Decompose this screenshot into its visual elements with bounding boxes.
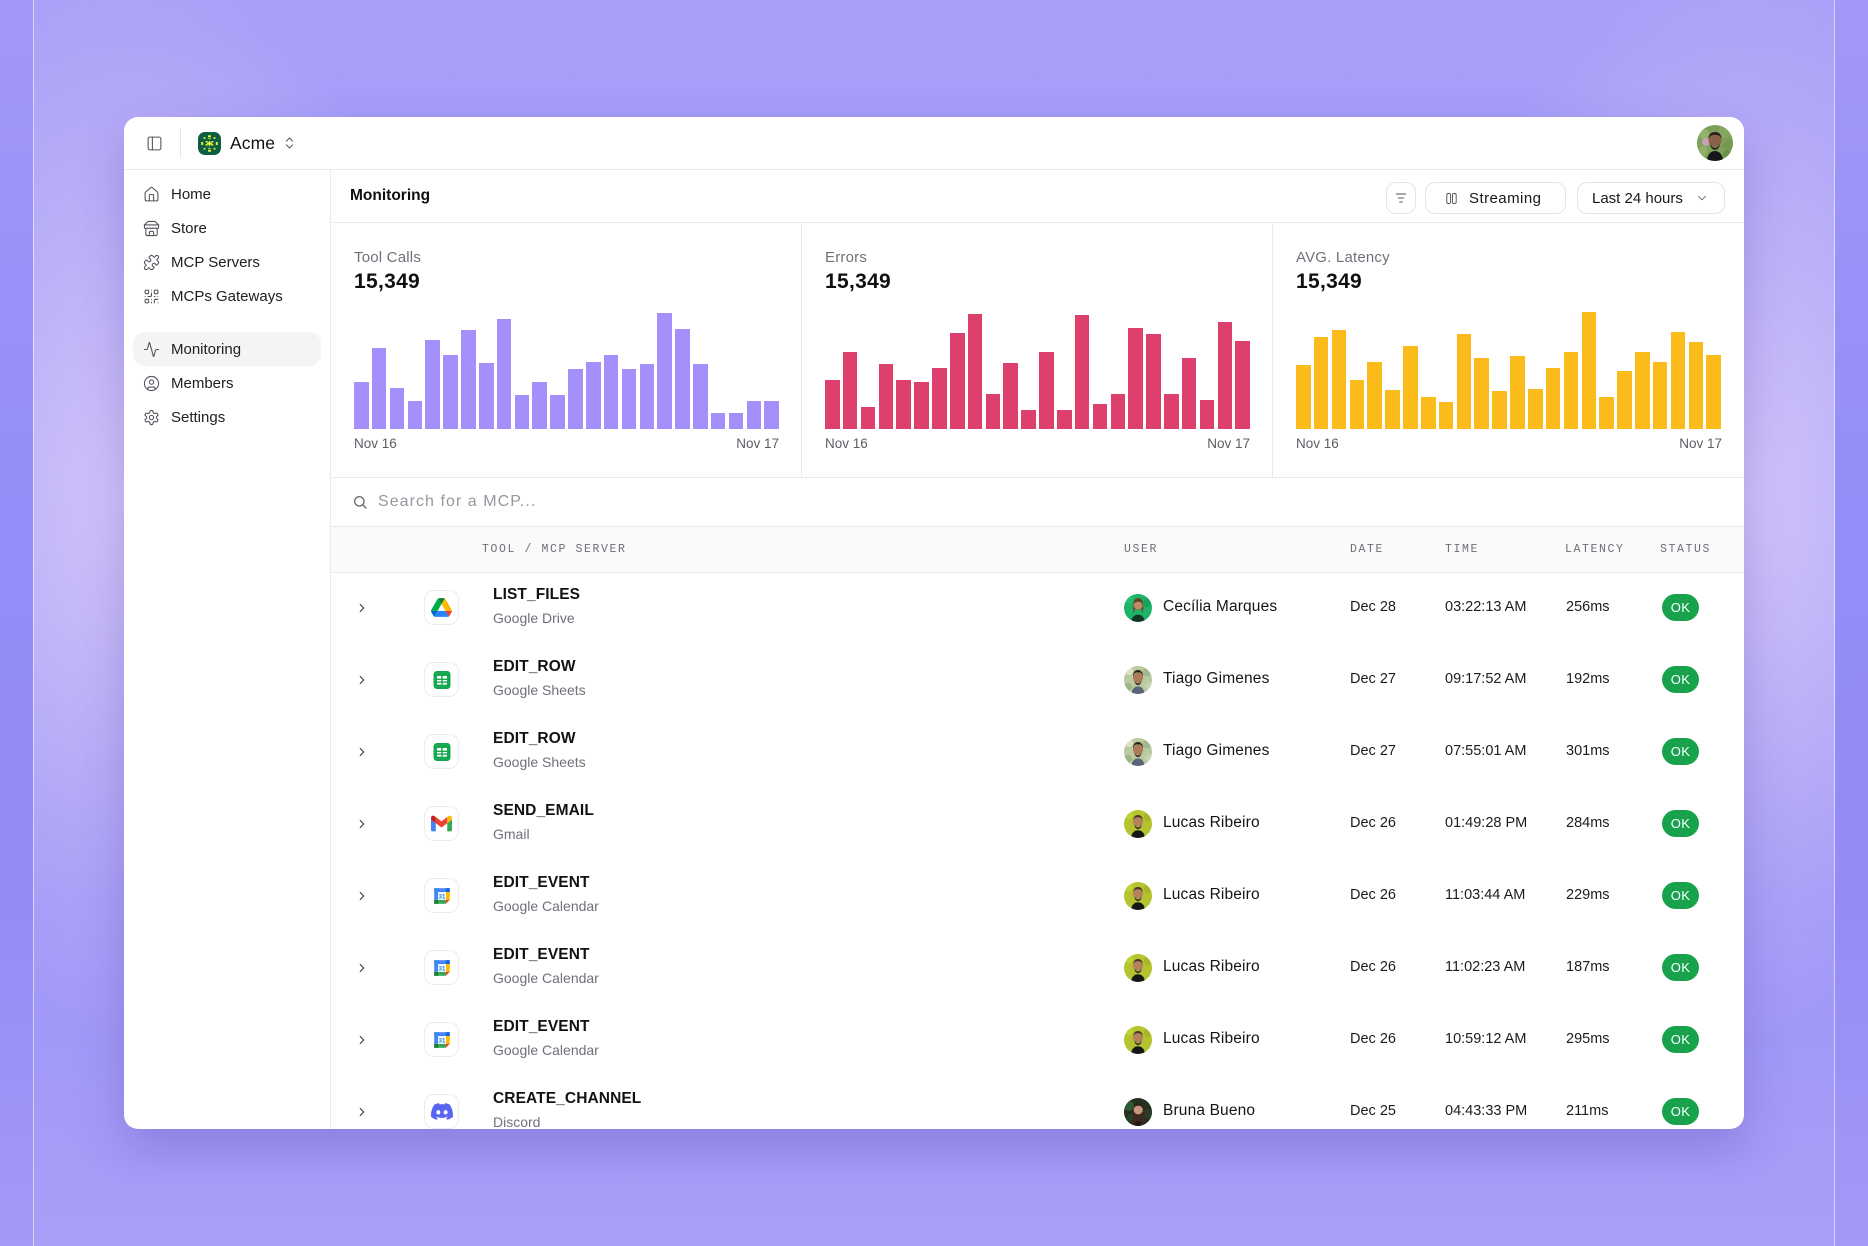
svg-text:31: 31 (438, 894, 445, 900)
svg-text:31: 31 (438, 966, 445, 972)
svg-text:31: 31 (438, 1038, 445, 1044)
